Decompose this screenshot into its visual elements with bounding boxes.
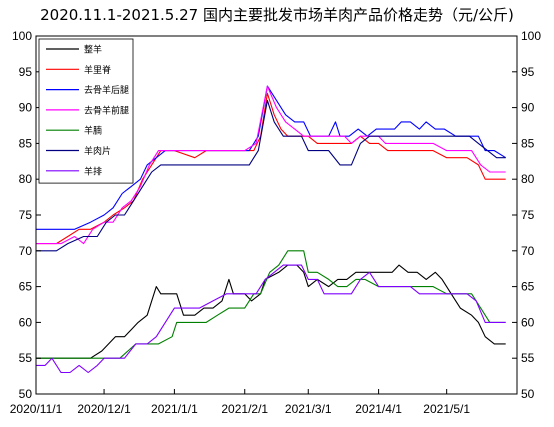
y-tick-label-right: 95 bbox=[521, 65, 535, 79]
x-tick-label: 2021/1/1 bbox=[151, 402, 198, 416]
y-tick-label-left: 90 bbox=[19, 101, 33, 115]
y-tick-label-right: 55 bbox=[521, 351, 535, 365]
y-tick-label-left: 100 bbox=[12, 29, 32, 43]
x-tick-label: 2020/12/1 bbox=[77, 402, 131, 416]
y-tick-label-left: 60 bbox=[19, 315, 33, 329]
y-tick-label-right: 50 bbox=[521, 387, 535, 401]
x-tick-label: 2021/5/1 bbox=[423, 402, 470, 416]
series-line-5 bbox=[36, 250, 506, 359]
legend-label: 去骨羊前腿 bbox=[84, 104, 129, 116]
series-line-2 bbox=[36, 92, 506, 245]
legend-label: 羊里脊 bbox=[84, 64, 111, 76]
y-tick-label-left: 95 bbox=[19, 65, 33, 79]
series-line-3 bbox=[36, 85, 506, 230]
y-tick-label-left: 70 bbox=[19, 244, 33, 258]
y-tick-label-right: 60 bbox=[521, 315, 535, 329]
y-tick-label-left: 50 bbox=[19, 387, 33, 401]
x-tick-label: 2020/11/1 bbox=[10, 402, 63, 416]
series-line-1 bbox=[36, 264, 506, 359]
legend-label: 去骨羊后腿 bbox=[84, 84, 129, 96]
x-tick-label: 2021/2/1 bbox=[221, 402, 268, 416]
series-line-7 bbox=[36, 264, 506, 374]
y-tick-label-left: 85 bbox=[19, 136, 33, 150]
y-tick-label-right: 70 bbox=[521, 244, 535, 258]
chart-title: 2020.11.1-2021.5.27 国内主要批发市场羊肉产品价格走势（元/公… bbox=[40, 6, 514, 24]
legend-label: 羊排 bbox=[84, 165, 102, 177]
y-tick-label-right: 90 bbox=[521, 101, 535, 115]
y-tick-label-right: 85 bbox=[521, 136, 535, 150]
legend-box bbox=[38, 38, 134, 184]
axis-layer: 50 50 55 55 60 60 65 65 70 70 75 75 80 80 85 85 90 90 95 95… bbox=[10, 29, 542, 416]
y-tick-label-left: 75 bbox=[19, 208, 33, 222]
y-tick-label-right: 100 bbox=[521, 29, 541, 43]
y-tick-label-right: 80 bbox=[521, 172, 535, 186]
legend-label: 羊腩 bbox=[84, 125, 102, 137]
x-tick-label: 2021/4/1 bbox=[355, 402, 402, 416]
legend-label: 羊肉片 bbox=[84, 145, 111, 157]
series-line-6 bbox=[36, 99, 506, 252]
series-line-4 bbox=[36, 85, 506, 245]
legend-label: 整羊 bbox=[84, 44, 102, 56]
y-tick-label-left: 55 bbox=[19, 351, 33, 365]
y-tick-label-left: 65 bbox=[19, 280, 33, 294]
y-tick-label-right: 75 bbox=[521, 208, 535, 222]
y-tick-label-left: 80 bbox=[19, 172, 33, 186]
x-tick-label: 2021/3/1 bbox=[285, 402, 332, 416]
series-layer bbox=[36, 85, 506, 374]
y-tick-label-right: 65 bbox=[521, 280, 535, 294]
